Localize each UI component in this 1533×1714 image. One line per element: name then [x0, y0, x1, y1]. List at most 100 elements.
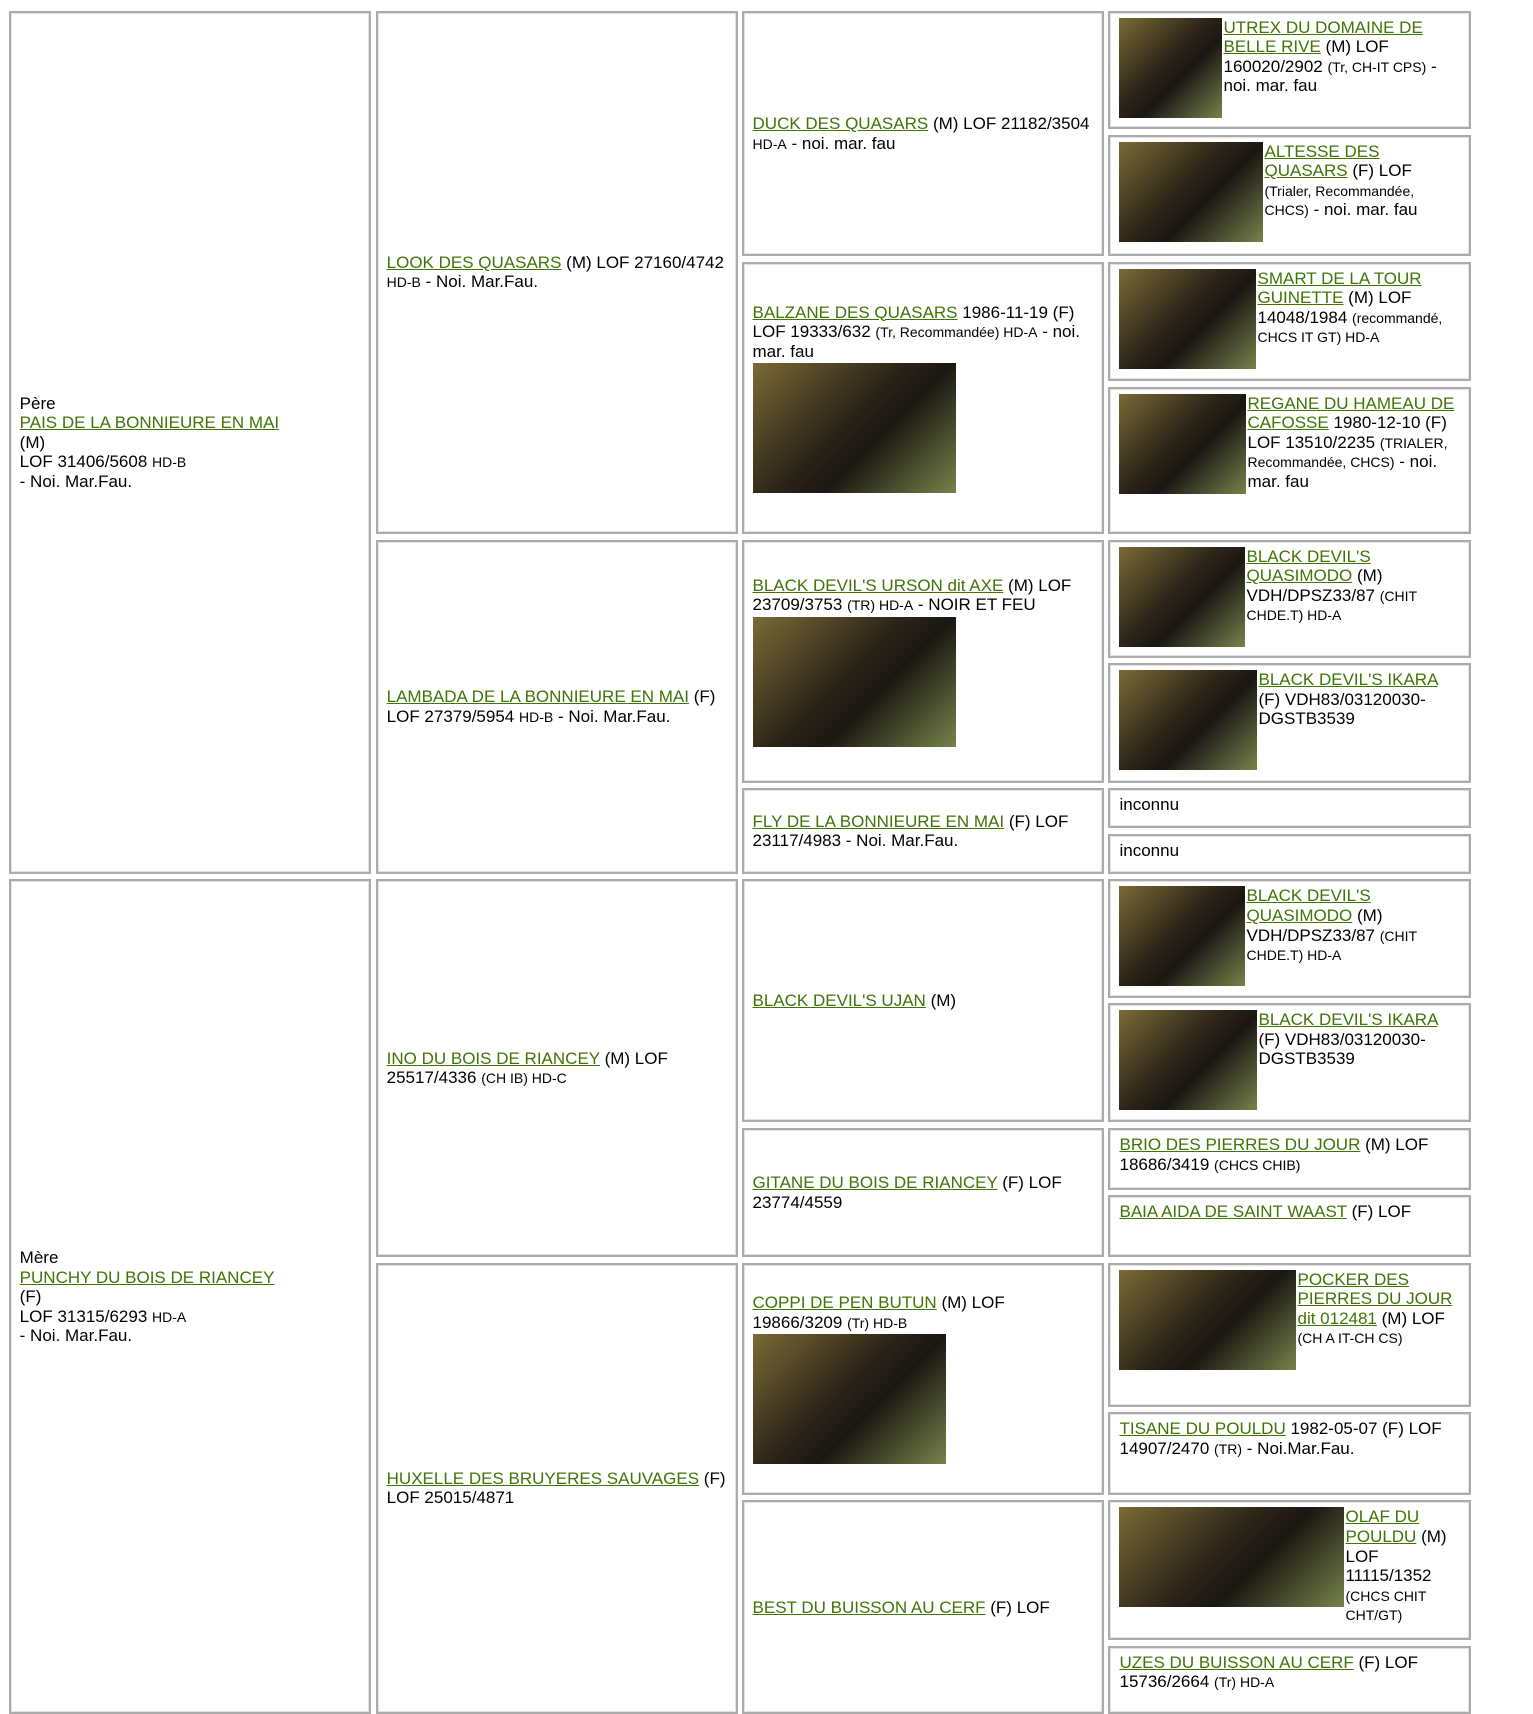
pedigree-cell: LAMBADA DE LA BONNIEURE EN MAI (F) LOF 2… [375, 539, 739, 874]
dog-photo [1119, 268, 1257, 369]
pedigree-cell: INO DU BOIS DE RIANCEY (M) LOF 25517/433… [375, 879, 739, 1258]
dog-name-link[interactable]: BLACK DEVIL'S URSON dit AXE [752, 575, 1004, 595]
dog-name-link[interactable]: INO DU BOIS DE RIANCEY [386, 1048, 600, 1068]
dog-name-link[interactable]: UZES DU BUISSON AU CERF [1119, 1652, 1354, 1672]
pedigree-cell: OLAF DU POULDU (M) LOF 11115/1352 (CHCS … [1108, 1500, 1472, 1641]
pedigree-cell: BLACK DEVIL'S IKARA (F) VDH83/03120030-D… [1108, 1003, 1472, 1122]
dog-photo [1119, 1507, 1345, 1608]
dog-name-link[interactable]: COPPI DE PEN BUTUN [752, 1293, 937, 1313]
dog-details: (recommandé, CHCS IT GT) HD-A [1257, 309, 1443, 346]
dog-name-link[interactable]: SMART DE LA TOUR GUINETTE [1257, 268, 1422, 308]
dog-details: (F) LOF [1352, 161, 1412, 181]
pedigree-cell: LOOK DES QUASARS (M) LOF 27160/4742 HD-B… [375, 10, 739, 535]
pedigree-cell: TISANE DU POULDU 1982-05-07 (F) LOF 1490… [1108, 1412, 1472, 1495]
pedigree-cell: REGANE DU HAMEAU DE CAFOSSE 1980-12-10 (… [1108, 386, 1472, 535]
dog-photo [1119, 1010, 1258, 1111]
dog-details: (M) [19, 432, 46, 452]
dog-name-link[interactable]: TISANE DU POULDU [1119, 1419, 1286, 1439]
dog-name-link[interactable]: POCKER DES PIERRES DU JOUR dit 012481 [1297, 1269, 1453, 1328]
dog-details: HD-A [752, 135, 787, 152]
pedigree-cell: Père PAIS DE LA BONNIEURE EN MAI (M) LOF 31… [8, 10, 372, 874]
cell-content: FLY DE LA BONNIEURE EN MAI (F) LOF 23117… [753, 812, 1094, 851]
dog-details: - Noi. Mar.Fau. [557, 706, 671, 726]
pedigree-cell: UZES DU BUISSON AU CERF (F) LOF 15736/26… [1108, 1645, 1472, 1714]
dog-photo [1119, 546, 1246, 647]
dog-name-link[interactable]: BLACK DEVIL'S QUASIMODO [1246, 886, 1371, 925]
dog-name-link[interactable]: BLACK DEVIL'S IKARA [1258, 670, 1438, 690]
dog-details: (Tr) HD-A [1214, 1674, 1275, 1691]
dog-name-link[interactable]: LOOK DES QUASARS [386, 252, 562, 272]
dog-details: HD-B [152, 454, 187, 471]
dog-details: (TR) HD-A [847, 597, 914, 614]
dog-details: inconnu [1119, 795, 1180, 815]
dog-details: 1982-05-07 (F) LOF 14907/2470 [1119, 1419, 1442, 1459]
dog-name-link[interactable]: BLACK DEVIL'S QUASIMODO [1246, 546, 1371, 586]
pedigree-cell: DUCK DES QUASARS (M) LOF 21182/3504 HD-A… [741, 10, 1105, 257]
pedigree-cell: BLACK DEVIL'S QUASIMODO (M) VDH/DPSZ33/8… [1108, 539, 1472, 658]
pedigree-cell: FLY DE LA BONNIEURE EN MAI (F) LOF 23117… [741, 788, 1105, 874]
cell-content: Père PAIS DE LA BONNIEURE EN MAI (M) LOF 31… [20, 394, 361, 492]
dog-details: HD-B [386, 274, 421, 291]
dog-details: (M) LOF 23709/3753 [752, 575, 1072, 615]
dog-details: (F) LOF 23774/4559 [752, 1173, 1062, 1212]
dog-details: (F) LOF 23117/4983 - Noi. Mar.Fau. [752, 811, 1069, 851]
dog-name-link[interactable]: BAIA AIDA DE SAINT WAAST [1119, 1202, 1347, 1222]
dog-name-link[interactable]: OLAF DU POULDU [1345, 1507, 1420, 1546]
pedigree-cell: SMART DE LA TOUR GUINETTE (M) LOF 14048/… [1108, 261, 1472, 382]
cell-content: REGANE DU HAMEAU DE CAFOSSE 1980-12-10 (… [1119, 393, 1460, 494]
dog-details: - Noi. Mar.Fau. [19, 471, 133, 491]
dog-details: (TRIALER, Recommandée, CHCS) [1247, 434, 1448, 471]
pedigree-cell: BLACK DEVIL'S UJAN (M) [741, 879, 1105, 1122]
dog-photo [1119, 886, 1246, 987]
pedigree-cell: BRIO DES PIERRES DU JOUR (M) LOF 18686/3… [1108, 1128, 1472, 1190]
dog-details: (Tr, CH-IT CPS) [1327, 58, 1427, 75]
dog-details: 1986-11-19 (F) LOF 19333/632 [752, 302, 1075, 342]
dog-photo [752, 363, 956, 494]
pedigree-cell: BLACK DEVIL'S QUASIMODO (M) VDH/DPSZ33/8… [1108, 879, 1472, 998]
cell-content: inconnu [1119, 841, 1460, 861]
cell-content: GITANE DU BOIS DE RIANCEY (F) LOF 23774/… [753, 1173, 1094, 1212]
dog-name-link[interactable]: DUCK DES QUASARS [752, 113, 929, 133]
dog-name-link[interactable]: GITANE DU BOIS DE RIANCEY [752, 1173, 998, 1193]
dog-name-link[interactable]: LAMBADA DE LA BONNIEURE EN MAI [386, 687, 689, 707]
dog-name-link[interactable]: BLACK DEVIL'S UJAN [752, 990, 926, 1010]
dog-name-link[interactable]: FLY DE LA BONNIEURE EN MAI [752, 811, 1005, 831]
dog-details: - Noi. Mar.Fau. [425, 272, 539, 292]
dog-name-link[interactable]: BALZANE DES QUASARS [752, 302, 958, 322]
dog-details: (M) [930, 990, 957, 1010]
dog-details: LOF 31406/5608 [19, 452, 148, 472]
dog-details: (CHCS CHIB) [1214, 1156, 1301, 1173]
pedigree-cell: HUXELLE DES BRUYERES SAUVAGES (F) LOF 25… [375, 1262, 739, 1714]
dog-name-link[interactable]: REGANE DU HAMEAU DE CAFOSSE [1247, 393, 1455, 433]
dog-name-link[interactable]: BLACK DEVIL'S IKARA [1258, 1010, 1438, 1030]
cell-content: BLACK DEVIL'S IKARA (F) VDH83/03120030-D… [1119, 670, 1460, 771]
dog-details: (TR) [1214, 1441, 1243, 1458]
cell-content: POCKER DES PIERRES DU JOUR dit 012481 (M… [1119, 1269, 1460, 1370]
cell-content: BLACK DEVIL'S UJAN (M) [753, 991, 1094, 1011]
dog-name-link[interactable]: ALTESSE DES QUASARS [1264, 141, 1380, 181]
cell-content: BLACK DEVIL'S URSON dit AXE (M) LOF 2370… [752, 575, 1094, 747]
dog-photo [1119, 393, 1247, 494]
dog-photo [752, 1334, 946, 1465]
dog-details: (CHCS CHIT CHT/GT) [1345, 1587, 1427, 1624]
dog-details: (F) VDH83/03120030-DGSTB3539 [1258, 689, 1426, 729]
dog-details: (M) LOF 18686/3419 [1119, 1135, 1429, 1174]
dog-name-link[interactable]: PAIS DE LA BONNIEURE EN MAI [19, 413, 280, 433]
dog-name-link[interactable]: BRIO DES PIERRES DU JOUR [1119, 1135, 1361, 1155]
pedigree-cell: Mère PUNCHY DU BOIS DE RIANCEY (F) LOF 3131… [8, 879, 372, 1714]
pedigree-cell: BLACK DEVIL'S URSON dit AXE (M) LOF 2370… [741, 539, 1105, 783]
pedigree-cell: inconnu [1108, 833, 1472, 874]
cell-content: COPPI DE PEN BUTUN (M) LOF 19866/3209 (T… [752, 1293, 1094, 1465]
parent-label: Mère [19, 1247, 59, 1267]
pedigree-cell: inconnu [1108, 788, 1472, 829]
cell-content: HUXELLE DES BRUYERES SAUVAGES (F) LOF 25… [387, 1469, 728, 1508]
dog-details: (CHIT CHDE.T) HD-A [1246, 587, 1417, 624]
dog-name-link[interactable]: PUNCHY DU BOIS DE RIANCEY [19, 1267, 275, 1287]
cell-content: LAMBADA DE LA BONNIEURE EN MAI (F) LOF 2… [387, 687, 728, 726]
cell-content: UZES DU BUISSON AU CERF (F) LOF 15736/26… [1119, 1653, 1460, 1692]
dog-details: - noi. mar. fau [752, 322, 1081, 361]
dog-name-link[interactable]: UTREX DU DOMAINE DE BELLE RIVE [1223, 17, 1423, 57]
dog-details: - noi. mar. fau [1247, 452, 1438, 491]
dog-name-link[interactable]: HUXELLE DES BRUYERES SAUVAGES [386, 1468, 700, 1488]
dog-name-link[interactable]: BEST DU BUISSON AU CERF [752, 1597, 986, 1617]
